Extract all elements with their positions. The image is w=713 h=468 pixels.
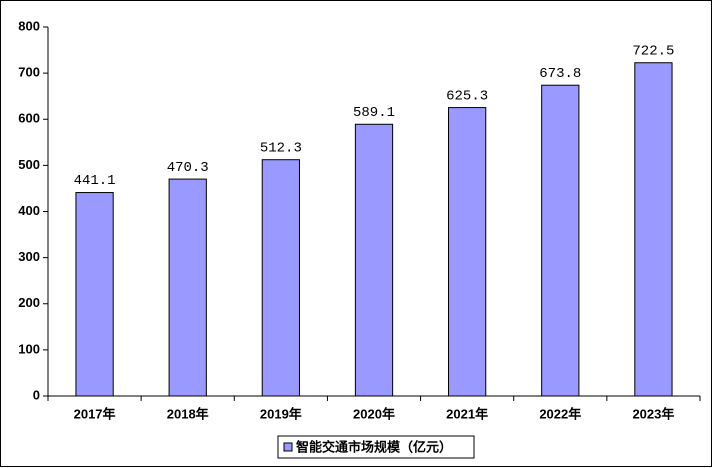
y-tick-label: 400 bbox=[18, 203, 40, 218]
y-tick-label: 200 bbox=[18, 295, 40, 310]
bar bbox=[168, 178, 207, 397]
legend-box bbox=[277, 435, 475, 459]
legend-label: 智能交通市场规模（亿元） bbox=[296, 439, 452, 454]
x-tick-label: 2020年 bbox=[353, 406, 395, 421]
y-tick-label: 600 bbox=[18, 111, 40, 126]
y-tick-label: 800 bbox=[18, 18, 40, 33]
bar bbox=[261, 159, 300, 397]
y-tick-label: 700 bbox=[18, 65, 40, 80]
legend-swatch bbox=[283, 442, 293, 452]
x-tick-label: 2018年 bbox=[167, 406, 209, 421]
x-tick-label: 2021年 bbox=[446, 406, 488, 421]
value-label: 470.3 bbox=[167, 160, 209, 176]
value-label: 441.1 bbox=[74, 173, 116, 189]
value-label: 673.8 bbox=[539, 66, 581, 82]
bar bbox=[541, 84, 580, 397]
value-label: 625.3 bbox=[446, 88, 488, 104]
x-tick-label: 2023年 bbox=[632, 406, 674, 421]
bar bbox=[75, 192, 114, 397]
value-label: 722.5 bbox=[632, 43, 674, 59]
x-tick-label: 2022年 bbox=[539, 406, 581, 421]
x-tick-label: 2019年 bbox=[260, 406, 302, 421]
value-label: 589.1 bbox=[353, 105, 395, 121]
y-tick-label: 100 bbox=[18, 341, 40, 356]
x-tick-label: 2017年 bbox=[74, 406, 116, 421]
y-tick-label: 0 bbox=[33, 387, 40, 402]
bar bbox=[354, 123, 394, 397]
value-label: 512.3 bbox=[260, 140, 302, 156]
y-tick-label: 300 bbox=[18, 249, 40, 264]
bar bbox=[448, 107, 487, 397]
y-tick-label: 500 bbox=[18, 157, 40, 172]
bar bbox=[634, 62, 673, 397]
